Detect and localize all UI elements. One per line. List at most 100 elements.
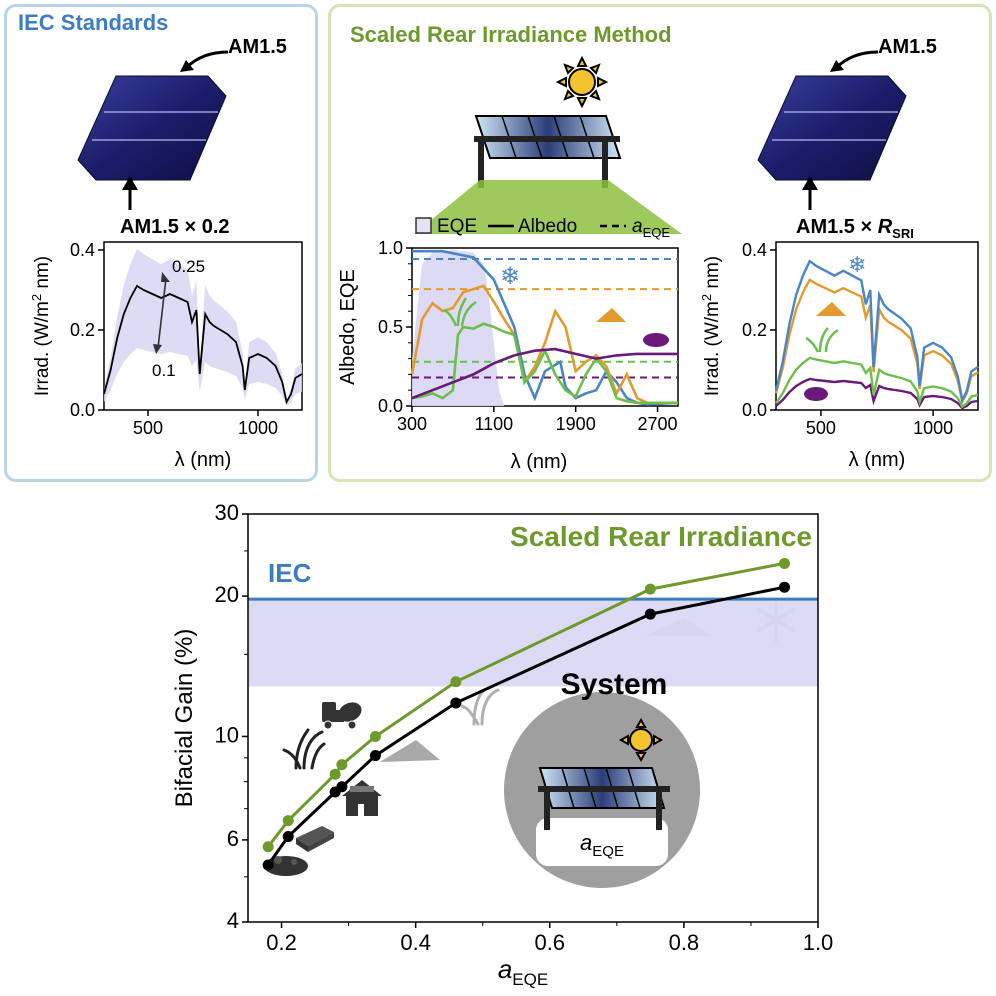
iec-spectrum-x-tick-label: 1000 — [238, 418, 278, 438]
sri-rear-label-sub: SRI — [892, 226, 914, 241]
gain-point-iec — [282, 831, 294, 843]
x-axis-label-main: a — [498, 954, 512, 984]
iec-spectrum-y-tick-label: 0.0 — [70, 400, 95, 420]
y-axis-label-main: Irrad. (W/m — [702, 301, 723, 396]
grass-icon-dark — [282, 728, 326, 770]
gain-point-iec — [336, 781, 348, 793]
sri-line-sand — [774, 278, 979, 406]
x-axis-label: λ (nm) — [511, 451, 568, 473]
iec-spectrum-y-tick-label: 0.4 — [70, 240, 95, 260]
snowflake-icon: ❄ — [500, 263, 520, 290]
gain-line-sri — [266, 561, 785, 848]
range-arrow-head-down — [153, 344, 162, 354]
albedo-x-tick-label: 1900 — [556, 414, 596, 434]
x-axis-label: aEQE — [498, 954, 548, 989]
gain-point-sri — [336, 759, 348, 771]
solar-cell-icon-left — [77, 75, 227, 181]
albedo-line-grass — [411, 322, 678, 405]
legend-aeqe-sub: EQE — [643, 225, 671, 240]
y-axis-label-end: nm) — [702, 256, 723, 294]
gain-point-iec — [262, 859, 274, 871]
iec-range-band — [104, 248, 302, 406]
gain-x-tick-label: 0.8 — [669, 930, 700, 955]
albedo-y-tick-label: 0.0 — [378, 396, 403, 416]
gain-point-iec — [778, 581, 790, 593]
sri-spectrum-x-tick-label: 500 — [806, 418, 836, 438]
albedo-line-snow — [412, 249, 679, 406]
eqe-area — [412, 249, 505, 406]
y-axis-label: Irrad. (W/m2 nm) — [29, 256, 53, 396]
sri-rear-label: AM1.5 × RSRI — [796, 216, 914, 241]
system-ground-box — [536, 818, 668, 866]
system-sublabel-main: a — [580, 830, 592, 855]
sri-spectrum-plot-frame — [775, 241, 979, 411]
system-sun-icon — [618, 717, 664, 763]
soil-pile-icon — [264, 856, 308, 876]
arrow-rear-icon-left — [122, 176, 138, 210]
truck-icon — [322, 702, 362, 730]
grass-icon — [805, 327, 839, 353]
gain-point-sri — [369, 730, 381, 742]
house-icon — [342, 780, 382, 816]
system-solar-array-icon — [538, 767, 670, 830]
gain-x-tick-label: 0.2 — [266, 930, 297, 955]
sri-label: Scaled Rear Irradiance — [510, 521, 812, 552]
legend-albedo-label: Albedo — [518, 216, 577, 237]
sri-spectrum-y-tick-label: 0.4 — [742, 240, 767, 260]
gain-point-iec — [644, 608, 656, 620]
range-arrow — [157, 277, 167, 349]
gain-point-sri — [282, 815, 294, 827]
gain-x-tick-label: 0.4 — [400, 930, 431, 955]
concrete-block-icon — [296, 826, 334, 852]
iec-range-band — [248, 599, 818, 687]
legend-eqe-label: EQE — [437, 216, 477, 237]
sri-spectrum-y-tick-label: 0.0 — [742, 400, 767, 420]
annotation-lower: 0.1 — [152, 361, 176, 380]
gain-y-tick-label: 10 — [215, 722, 239, 747]
iec-front-label: AM1.5 — [228, 36, 287, 58]
sand-icon — [816, 302, 846, 316]
iec-rear-label: AM1.5 × 0.2 — [120, 216, 230, 238]
grass-icon — [443, 297, 477, 327]
sand-pile-icon — [380, 740, 440, 762]
y-axis-label-sup: 2 — [29, 294, 44, 301]
legend-aeqe-main: a — [632, 216, 643, 237]
iec-spectrum-line — [103, 284, 303, 405]
gain-point-sri — [644, 583, 656, 595]
projection-trapezoid — [414, 180, 682, 234]
sand-icon — [596, 308, 626, 322]
sri-panel-title: Scaled Rear Irradiance Method — [350, 22, 672, 47]
albedo-y-tick-label: 0.5 — [378, 317, 403, 337]
gain-y-tick-label: 4 — [227, 908, 239, 933]
y-axis-label: Bifacial Gain (%) — [171, 629, 198, 808]
albedo-line-soil — [411, 347, 678, 400]
iec-label: IEC — [268, 558, 312, 588]
legend-aeqe-label: aEQE — [632, 216, 670, 240]
albedo-y-tick-label: 1.0 — [378, 238, 403, 258]
gain-x-tick-label: 0.6 — [534, 930, 565, 955]
gain-plot-frame — [247, 513, 819, 923]
albedo-x-tick-label: 300 — [397, 414, 427, 434]
y-axis-label-sup: 2 — [699, 294, 714, 301]
sri-spectrum-x-tick-label: 1000 — [913, 418, 953, 438]
gain-point-sri — [450, 676, 462, 688]
x-axis-label-sub: EQE — [512, 970, 548, 989]
y-axis-label: Albedo, EQE — [337, 269, 359, 385]
gain-y-tick-label: 20 — [215, 582, 239, 607]
system-sublabel: aEQE — [580, 830, 624, 860]
system-sublabel-sub: EQE — [592, 843, 624, 860]
iec-panel-title: IEC Standards — [18, 10, 169, 35]
y-axis-label: Irrad. (W/m2 nm) — [699, 256, 723, 396]
gain-point-sri — [778, 557, 790, 569]
gain-point-sri — [262, 841, 274, 853]
albedo-x-tick-label: 2700 — [638, 414, 678, 434]
sri-line-grass — [775, 356, 979, 409]
gain-line-iec — [266, 585, 785, 866]
arrow-front-icon-right — [830, 50, 879, 72]
annotation-upper: 0.25 — [172, 257, 205, 276]
arrow-rear-icon-right — [802, 176, 818, 210]
